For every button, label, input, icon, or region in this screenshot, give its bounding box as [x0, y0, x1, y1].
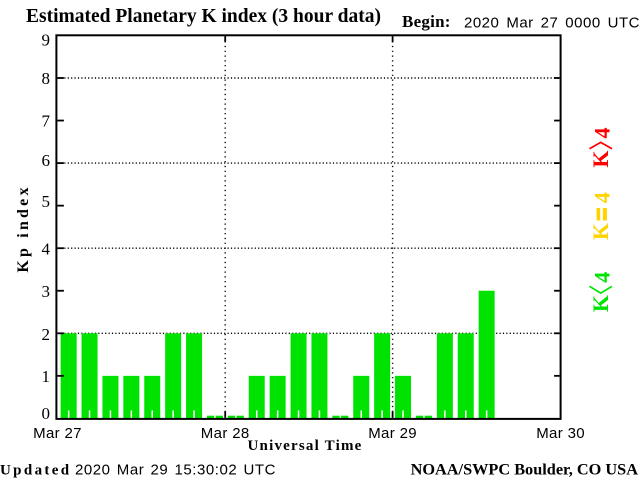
svg-text:0: 0	[42, 404, 51, 423]
svg-text:Mar 27: Mar 27	[33, 425, 82, 442]
svg-text:4: 4	[589, 128, 614, 139]
svg-text:Mar 28: Mar 28	[201, 425, 250, 442]
svg-text:8: 8	[42, 69, 51, 88]
svg-text:Universal Time: Universal Time	[248, 438, 363, 454]
svg-text:K: K	[588, 295, 613, 312]
svg-text:NOAA/SWPC Boulder, CO USA: NOAA/SWPC Boulder, CO USA	[411, 459, 639, 478]
svg-text:K: K	[588, 223, 613, 240]
svg-text:1: 1	[42, 367, 51, 386]
svg-text:2020 Mar 27 0000 UTC: 2020 Mar 27 0000 UTC	[464, 15, 640, 32]
svg-text:Mar 30: Mar 30	[536, 425, 585, 442]
svg-text:5: 5	[42, 192, 51, 211]
svg-text:Begin:: Begin:	[402, 12, 451, 31]
svg-text:2: 2	[42, 325, 51, 344]
svg-text:2020 Mar 29 15:30:02 UTC: 2020 Mar 29 15:30:02 UTC	[75, 462, 276, 479]
svg-text:K: K	[588, 150, 613, 167]
svg-text:7: 7	[42, 111, 51, 130]
svg-text:4: 4	[589, 192, 614, 203]
svg-text:4: 4	[42, 239, 51, 258]
svg-text:Updated: Updated	[0, 462, 71, 478]
svg-text:3: 3	[42, 282, 51, 301]
svg-text:Mar 29: Mar 29	[368, 425, 417, 442]
svg-text:Kp index: Kp index	[15, 184, 32, 272]
svg-text:6: 6	[42, 151, 51, 170]
svg-text:4: 4	[589, 272, 614, 283]
svg-text:9: 9	[42, 30, 51, 49]
svg-text:Estimated Planetary K index (3: Estimated Planetary K index (3 hour data…	[26, 6, 381, 27]
